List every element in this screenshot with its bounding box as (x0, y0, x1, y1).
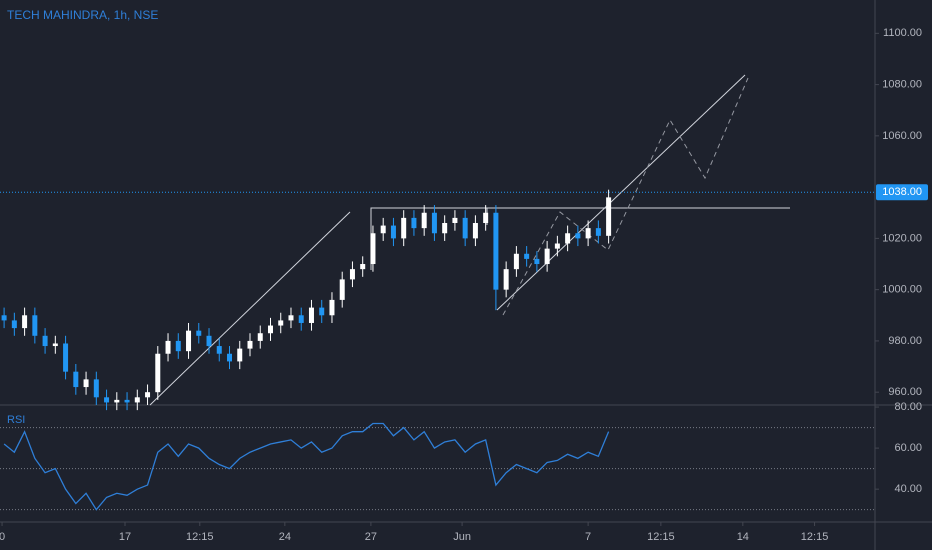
candle-body (554, 243, 560, 249)
chart-title: TECH MAHINDRA, 1h, NSE (7, 8, 158, 22)
candle-body (503, 269, 509, 290)
candle-body (308, 307, 314, 323)
x-tick-label: 14 (737, 531, 749, 543)
candle-body (575, 233, 581, 239)
candle-body (32, 315, 38, 336)
candle-body (390, 225, 396, 239)
y-tick-label: 1020.00 (882, 232, 922, 244)
candle-body (175, 340, 181, 352)
candle-body (83, 379, 89, 388)
last-price-label: 1038.00 (882, 186, 922, 198)
candle-body (319, 307, 325, 316)
candle-body (339, 279, 345, 300)
y-tick-label: 1060.00 (882, 130, 922, 142)
candle-body (93, 379, 99, 398)
y-tick-label: 1080.00 (882, 78, 922, 90)
candle-body (22, 315, 28, 329)
projection-path (502, 77, 749, 316)
candle-body (472, 223, 478, 239)
y-tick-label: 1000.00 (882, 284, 922, 296)
candle-body (401, 217, 407, 239)
candle-body (206, 335, 212, 347)
candle-body (134, 397, 140, 403)
candle-body (11, 320, 17, 329)
y-tick-label: 960.00 (888, 386, 922, 398)
candle-body (431, 212, 437, 234)
candle-body (237, 348, 243, 362)
y-tick-label: 980.00 (888, 335, 922, 347)
candle-body (585, 228, 591, 239)
candle-body (452, 217, 458, 224)
candle-body (524, 253, 530, 259)
candle-body (411, 217, 417, 229)
candle-body (247, 340, 253, 349)
candle-body (462, 217, 468, 239)
x-tick-label: 24 (279, 531, 291, 543)
candle-body (104, 397, 110, 403)
x-tick-label: 0 (0, 531, 5, 543)
x-tick-label: 17 (119, 531, 131, 543)
candle-body (52, 343, 58, 347)
candle-body (257, 333, 263, 341)
candle-body (63, 343, 69, 372)
candle-body (216, 346, 222, 354)
x-tick-label: 12:15 (186, 531, 214, 543)
candle-body (360, 264, 366, 270)
last-price-box (876, 184, 928, 201)
candle-body (513, 253, 519, 270)
rsi-line (3, 422, 610, 511)
candle-body (483, 212, 489, 224)
x-tick-label: 12:15 (647, 531, 675, 543)
candle-body (186, 330, 192, 352)
y-tick-label: 40.00 (894, 483, 922, 495)
candle-body (114, 399, 120, 403)
candle-body (544, 248, 550, 265)
x-tick-label: 12:15 (801, 531, 829, 543)
y-tick-label: 1100.00 (883, 27, 922, 39)
candle-body (298, 315, 304, 323)
candle-body (155, 353, 161, 393)
candle-body (329, 299, 335, 316)
candle-body (370, 233, 376, 265)
candle-body (606, 197, 612, 236)
candle-body (442, 223, 448, 234)
rsi-title: RSI (7, 414, 25, 426)
candle-body (421, 212, 427, 229)
candle-body (73, 371, 79, 388)
y-tick-label: 80.00 (894, 401, 922, 413)
candle-body (42, 335, 48, 347)
candle-body (267, 325, 273, 334)
candle-body (1, 315, 7, 321)
candle-body (124, 399, 130, 403)
candle-body (595, 228, 601, 236)
x-tick-label: 27 (365, 531, 377, 543)
candle-body (380, 225, 386, 234)
candle-body (227, 353, 233, 362)
candle-body (565, 233, 571, 244)
x-tick-label: Jun (453, 531, 471, 543)
candle-body (145, 392, 151, 398)
y-tick-label: 60.00 (894, 442, 922, 454)
candle-body (196, 330, 202, 336)
trend-line (149, 211, 351, 406)
candle-body (493, 212, 499, 290)
candle-body (349, 269, 355, 280)
candle-body (534, 258, 540, 265)
candle-body (288, 315, 294, 321)
candle-body (278, 320, 284, 326)
candle-body (165, 340, 171, 354)
x-tick-label: 7 (585, 531, 591, 543)
